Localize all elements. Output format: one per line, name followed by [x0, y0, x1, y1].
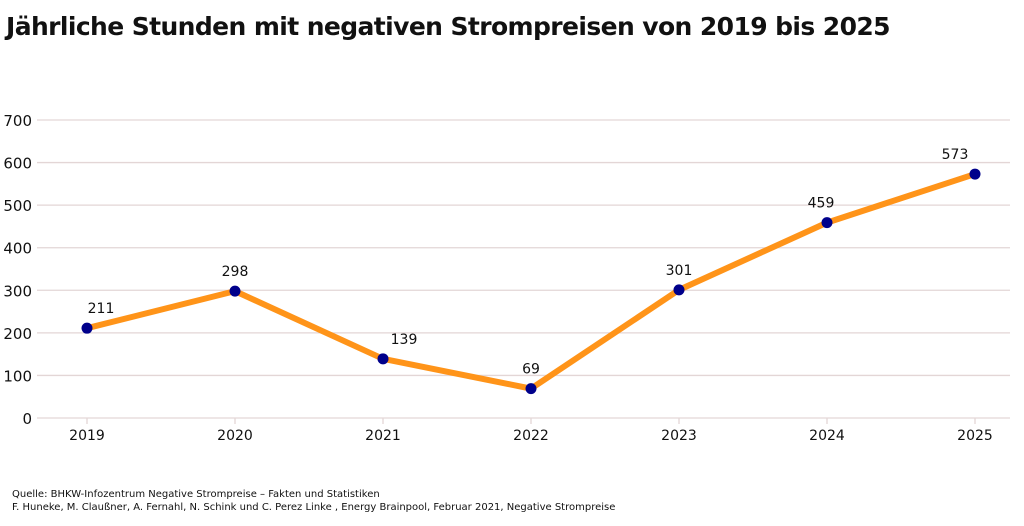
x-tick-label: 2024 — [809, 428, 845, 444]
data-point — [377, 353, 389, 365]
y-tick-label: 600 — [3, 155, 32, 173]
series-line — [86, 171, 976, 392]
y-tick-label: 0 — [22, 410, 32, 428]
y-tick-label: 300 — [3, 282, 32, 300]
data-point — [969, 168, 981, 180]
data-label: 459 — [808, 196, 835, 212]
data-point — [821, 217, 833, 229]
data-point — [525, 383, 537, 395]
chart-title: Jährliche Stunden mit negativen Strompre… — [6, 12, 891, 41]
data-label: 69 — [522, 362, 540, 378]
source-line-2: F. Huneke, M. Claußner, A. Fernahl, N. S… — [12, 502, 616, 513]
x-tick-label: 2021 — [365, 428, 401, 444]
x-tick-label: 2023 — [661, 428, 697, 444]
source-line-1: Quelle: BHKW-Infozentrum Negative Stromp… — [12, 489, 380, 500]
x-tick-label: 2025 — [957, 428, 993, 444]
data-point — [81, 322, 93, 334]
y-tick-label: 100 — [3, 367, 32, 385]
line-chart: 0 100 200 300 400 500 600 700 2019 2020 2021 2022 20… — [3, 112, 1010, 444]
data-label: 301 — [666, 263, 693, 279]
data-point — [673, 284, 685, 296]
x-tick-label: 2019 — [69, 428, 105, 444]
y-tick-label: 200 — [3, 325, 32, 343]
data-point — [229, 285, 241, 297]
data-label: 211 — [88, 301, 115, 317]
x-tick-label: 2020 — [217, 428, 253, 444]
data-label: 573 — [942, 147, 969, 163]
y-tick-label: 700 — [3, 112, 32, 130]
data-label: 298 — [222, 264, 249, 280]
x-tick-label: 2022 — [513, 428, 549, 444]
data-label: 139 — [391, 332, 418, 348]
y-tick-label: 400 — [3, 240, 32, 258]
y-tick-label: 500 — [3, 197, 32, 215]
